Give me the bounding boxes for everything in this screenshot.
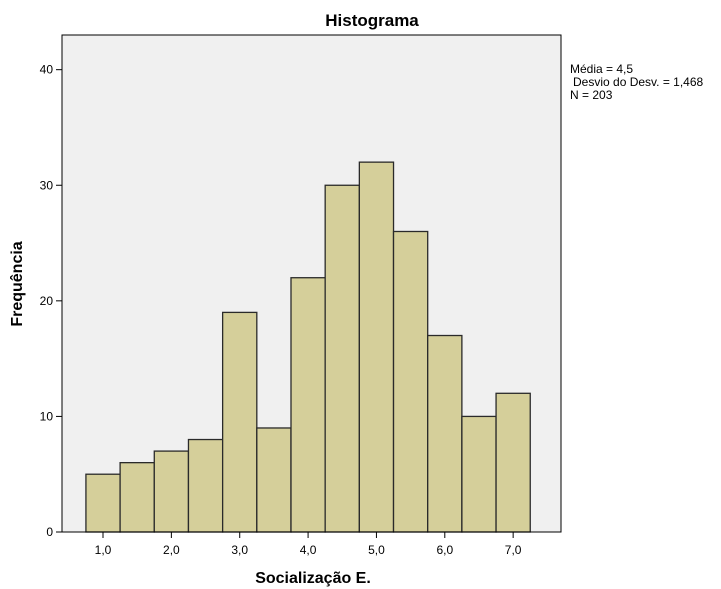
x-tick-label: 5,0 — [368, 543, 385, 557]
x-tick-label: 6,0 — [436, 543, 453, 557]
bars-group — [85, 161, 531, 533]
histogram-bar — [324, 184, 360, 533]
histogram-bar — [221, 311, 258, 533]
x-tick-label: 4,0 — [300, 543, 317, 557]
stats-mean: Média = 4,5 — [570, 62, 633, 76]
histogram-bar — [119, 462, 155, 533]
x-tick-label: 7,0 — [505, 543, 522, 557]
histogram-bar — [427, 334, 463, 533]
histogram-bar — [358, 161, 395, 533]
x-axis-ticks: 1,0 2,0 3,0 4,0 5,0 6,0 7,0 — [95, 532, 522, 557]
stats-legend: Média = 4,5 Desvio do Desv. = 1,468 N = … — [570, 62, 704, 102]
histogram-bar — [461, 415, 497, 533]
chart-title: Histograma — [325, 11, 419, 30]
x-tick-label: 2,0 — [163, 543, 180, 557]
histogram-bar — [85, 473, 121, 533]
y-tick-label: 20 — [40, 294, 54, 308]
histogram-bar — [392, 230, 429, 533]
y-tick-label: 10 — [40, 409, 54, 423]
histogram-bar — [256, 427, 292, 533]
y-tick-label: 40 — [40, 63, 54, 77]
histogram-bar — [290, 277, 326, 533]
x-tick-label: 3,0 — [231, 543, 248, 557]
histogram-bar — [495, 392, 531, 533]
histogram-bar — [153, 450, 190, 533]
y-tick-label: 30 — [40, 178, 54, 192]
stats-n: N = 203 — [570, 88, 613, 102]
x-tick-label: 1,0 — [95, 543, 112, 557]
histogram-bar — [187, 438, 224, 533]
y-tick-label: 0 — [46, 525, 53, 539]
stats-std: Desvio do Desv. = 1,468 — [573, 75, 704, 89]
y-axis-ticks: 0 10 20 30 40 — [40, 63, 62, 539]
y-axis-title: Frequência — [9, 241, 26, 326]
x-axis-title: Socialização E. — [255, 570, 371, 587]
